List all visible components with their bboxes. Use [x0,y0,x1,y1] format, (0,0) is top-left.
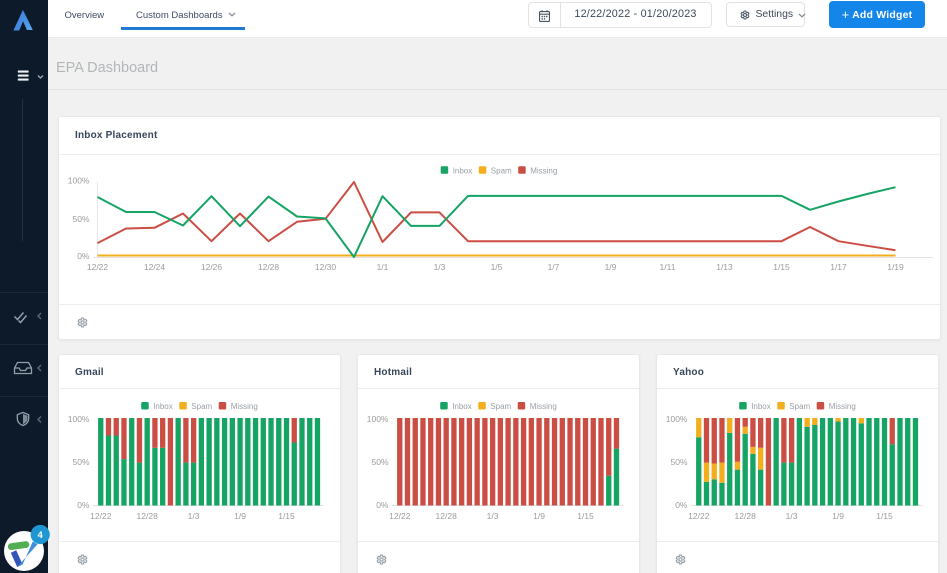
svg-text:1/9: 1/9 [533,511,545,521]
svg-text:Missing: Missing [829,402,856,411]
svg-text:1/7: 1/7 [548,262,560,272]
svg-text:12/22: 12/22 [389,511,411,521]
svg-text:1/3: 1/3 [188,511,200,521]
svg-text:12/22: 12/22 [688,511,710,521]
svg-text:100%: 100% [68,176,90,186]
svg-text:4: 4 [38,530,44,541]
svg-text:1/3: 1/3 [487,511,499,521]
svg-text:Missing: Missing [231,402,258,411]
svg-text:1/13: 1/13 [716,262,733,272]
svg-text:Inbox: Inbox [153,402,173,411]
svg-text:12/28: 12/28 [436,511,458,521]
svg-text:0%: 0% [376,500,389,510]
svg-text:12/30: 12/30 [315,262,337,272]
svg-text:0%: 0% [675,500,688,510]
svg-text:100%: 100% [367,414,389,424]
svg-text:50%: 50% [670,457,687,467]
svg-text:Spam: Spam [491,167,512,176]
svg-text:Inbox: Inbox [452,402,472,411]
svg-text:1/17: 1/17 [830,262,847,272]
svg-text:1/3: 1/3 [786,511,798,521]
svg-text:1/9: 1/9 [234,511,246,521]
svg-text:Spam: Spam [789,402,810,411]
svg-text:1/1: 1/1 [377,262,389,272]
svg-text:1/15: 1/15 [278,511,295,521]
svg-text:12/26: 12/26 [201,262,223,272]
svg-text:Spam: Spam [191,402,212,411]
svg-text:Spam: Spam [490,402,511,411]
svg-text:1/3: 1/3 [434,262,446,272]
svg-text:1/15: 1/15 [876,511,893,521]
svg-text:100%: 100% [666,414,688,424]
svg-text:12/28: 12/28 [735,511,757,521]
svg-text:12/22: 12/22 [87,262,109,272]
svg-text:12/24: 12/24 [144,262,166,272]
svg-text:12/28: 12/28 [258,262,280,272]
svg-text:1/9: 1/9 [605,262,617,272]
svg-text:Inbox: Inbox [453,167,473,176]
svg-text:1/19: 1/19 [887,262,904,272]
svg-text:12/28: 12/28 [137,511,159,521]
svg-text:1/15: 1/15 [577,511,594,521]
svg-text:50%: 50% [72,214,89,224]
svg-text:1/5: 1/5 [491,262,503,272]
svg-text:1/11: 1/11 [660,262,676,272]
svg-text:1/15: 1/15 [773,262,790,272]
svg-text:100%: 100% [68,414,90,424]
svg-text:12/22: 12/22 [90,511,112,521]
svg-text:50%: 50% [371,457,388,467]
svg-text:Missing: Missing [530,402,557,411]
svg-text:1/9: 1/9 [832,511,844,521]
svg-text:0%: 0% [77,251,90,261]
svg-text:0%: 0% [77,500,90,510]
svg-text:Missing: Missing [530,167,557,176]
svg-text:50%: 50% [72,457,89,467]
svg-text:Inbox: Inbox [751,402,771,411]
